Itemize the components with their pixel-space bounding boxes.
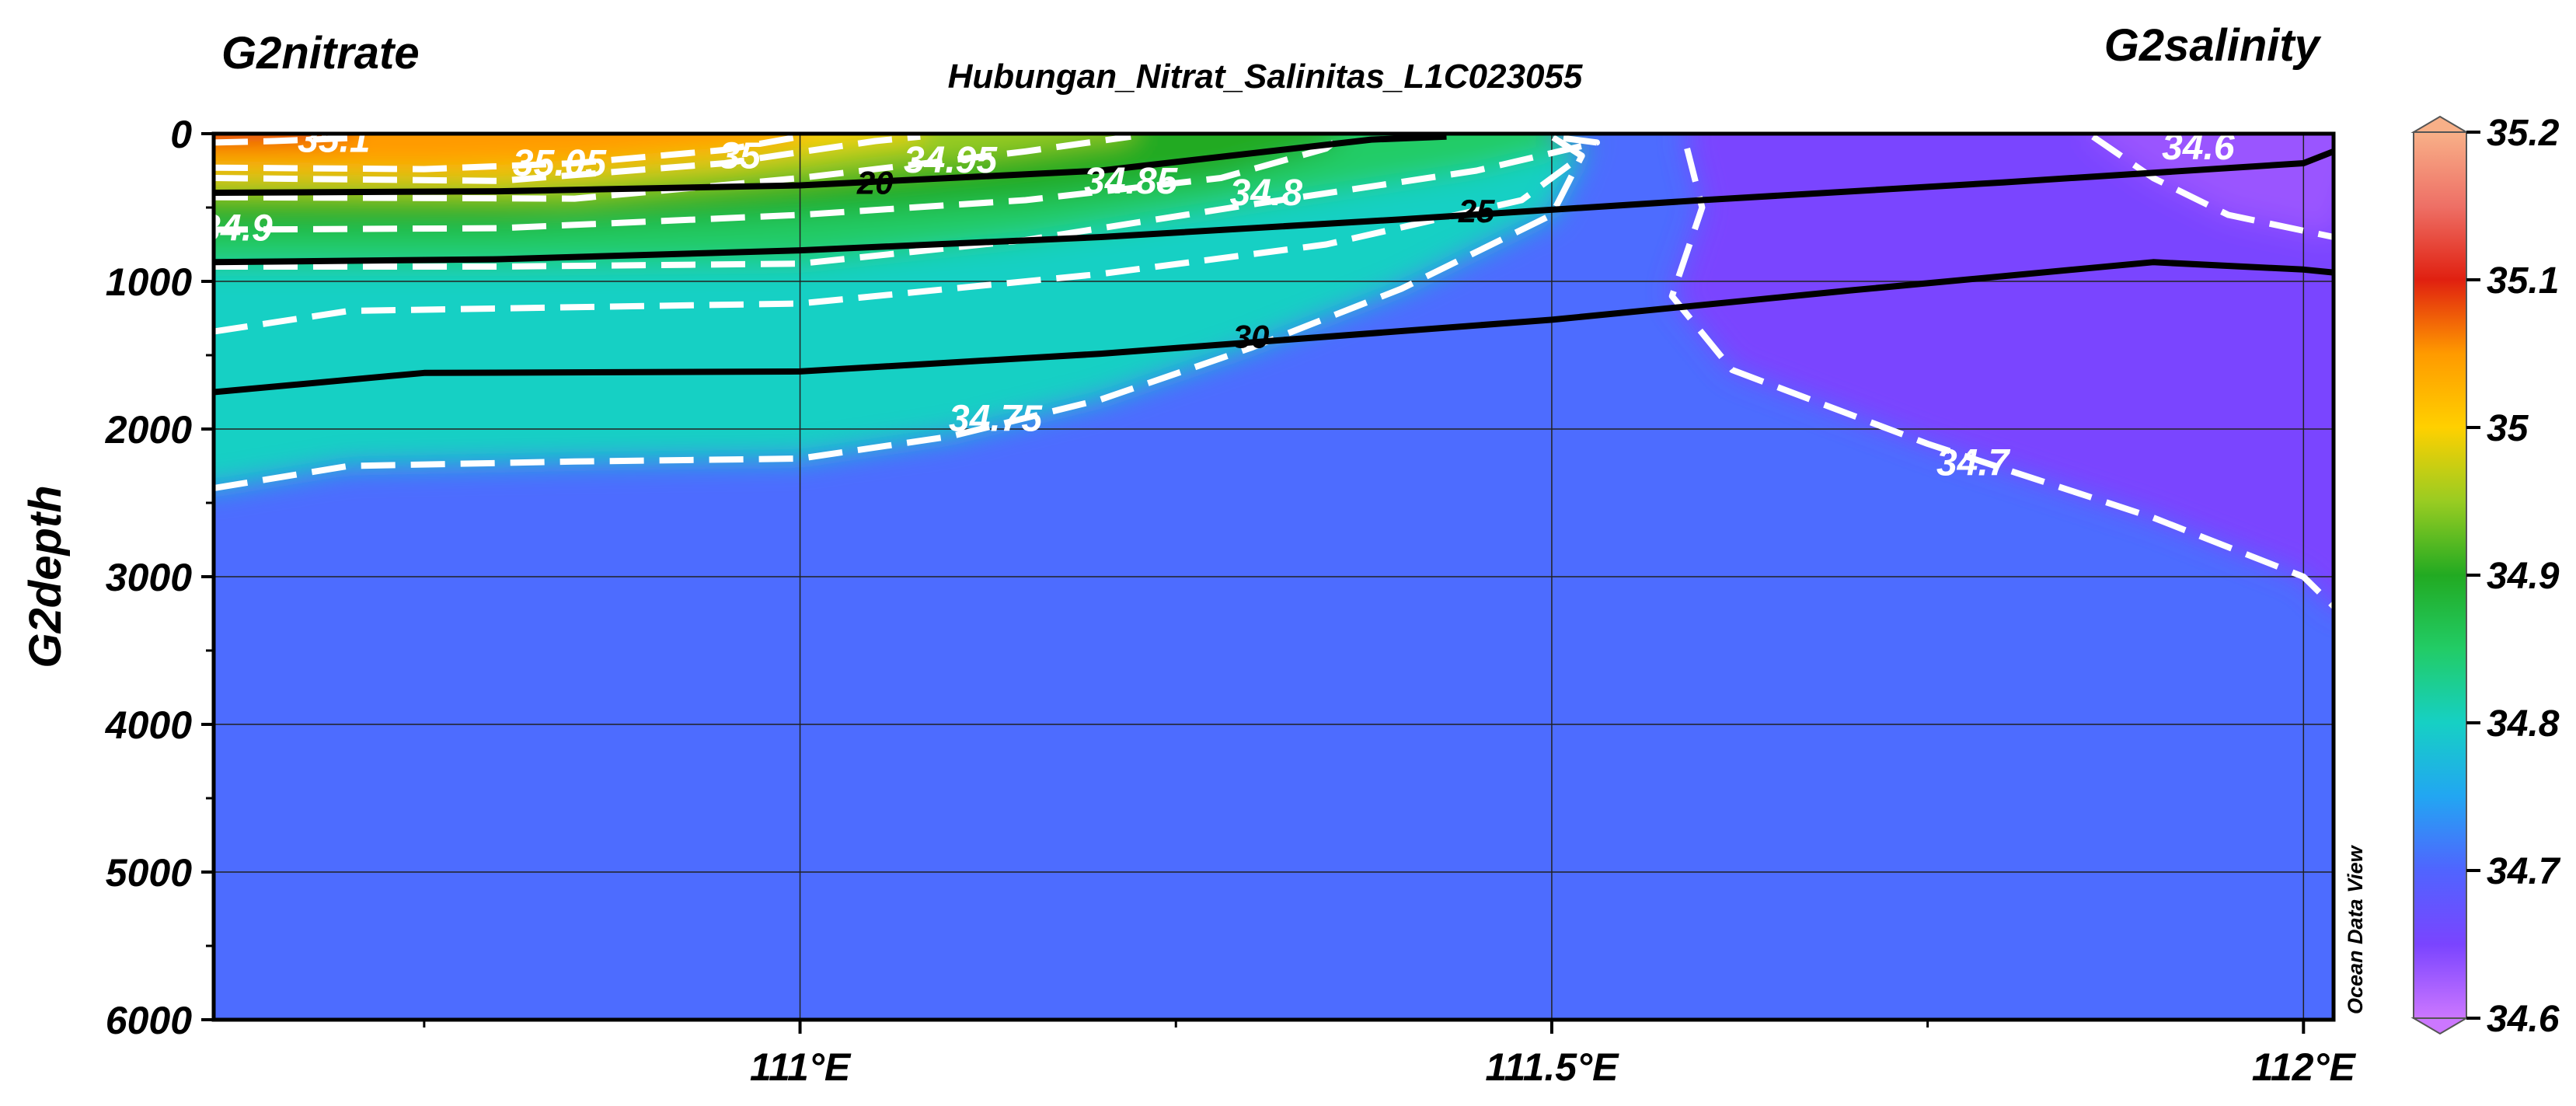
x-tick-label: 112°E: [2252, 1045, 2357, 1089]
salinity-contour-34.6: [2091, 134, 2334, 240]
y-tick-label: 4000: [105, 703, 192, 747]
salinity-contour-34.85: [214, 134, 1600, 270]
colorbar-tick-label: 34.9: [2487, 556, 2560, 597]
colorbar: 35.2 35.1 35 34.9 34.8 34.7 34.6: [2410, 113, 2561, 1040]
nitrate-contour-label: 25: [1458, 193, 1495, 229]
salinity-band-35-05: [214, 134, 800, 169]
left-variable-label: G2nitrate: [221, 28, 420, 79]
salinity-contour-label: 35.1: [298, 120, 370, 161]
salinity-band-34-65: [1671, 134, 2334, 606]
nitrate-contour-30: [214, 259, 2334, 396]
colorbar-top-cap: [2410, 115, 2470, 133]
salinity-contour-34.75: [214, 134, 1585, 491]
y-tick-label: 3000: [106, 556, 192, 599]
colorbar-bottom-cap: [2410, 1017, 2470, 1035]
nitrate-contours: [214, 134, 2334, 396]
x-tick-label: 111.5°E: [1485, 1045, 1619, 1089]
right-variable-label: G2salinity: [2104, 20, 2322, 71]
salinity-band-34-6: [2093, 134, 2334, 237]
y-tick-label: 0: [170, 113, 192, 156]
salinity-contour-label: 35.05: [513, 143, 607, 184]
colorbar-tick-label: 34.7: [2487, 851, 2561, 892]
colorbar-tick-label: 35.1: [2487, 260, 2559, 302]
salinity-contour-34.9: [214, 134, 1344, 233]
y-tick-label: 2000: [105, 408, 192, 452]
x-tick-label: 111°E: [750, 1045, 852, 1089]
salinity-contour-35.1: [214, 134, 350, 146]
colorbar-ticks: 35.2 35.1 35 34.9 34.8 34.7 34.6: [2466, 113, 2561, 1040]
nitrate-contour-20: [214, 134, 1447, 196]
salinity-contour-35.05: [214, 134, 801, 173]
chart-title: Hubungan_Nitrat_Salinitas_L1C023055: [948, 58, 1583, 96]
salinity-contour-label: 34.9: [200, 208, 273, 249]
salinity-contour-34.8: [214, 134, 1585, 335]
y-tick-label: 1000: [106, 260, 192, 304]
salinity-contour-label: 34.95: [904, 140, 998, 181]
field-color-blobs: [214, 134, 2334, 606]
colorbar-tick-label: 34.6: [2487, 999, 2560, 1040]
nitrate-contour-label: 20: [856, 165, 894, 201]
watermark: Ocean Data View: [2344, 844, 2367, 1014]
salinity-contour-label: 35: [719, 136, 762, 177]
colorbar-tick-label: 34.8: [2487, 703, 2560, 745]
salinity-contour-label: 34.85: [1084, 161, 1178, 202]
salinity-contour-34.95: [214, 134, 1131, 202]
salinity-contour-label: 34.7: [1936, 443, 2011, 484]
nitrate-contour-25: [214, 148, 2334, 266]
salinity-contour-35: [214, 134, 921, 184]
salinity-contour-label: 34.8: [1230, 173, 1303, 214]
axis-ticks: 0 1000 2000 3000 4000 5000 6000 111°E 111.5°E 112…: [105, 113, 2357, 1089]
salinity-contours: [214, 134, 2334, 609]
nitrate-contour-label: 30: [1233, 318, 1270, 354]
colorbar-tick-label: 35: [2487, 408, 2529, 449]
y-tick-label: 5000: [106, 851, 192, 895]
y-axis-label: G2depth: [20, 485, 71, 668]
colorbar-tick-label: 35.2: [2487, 113, 2560, 154]
salinity-contour-34.7: [1668, 148, 2334, 609]
y-tick-label: 6000: [106, 999, 192, 1042]
colorbar-ramp: [2413, 131, 2467, 1019]
salinity-contour-label: 34.75: [949, 399, 1043, 440]
